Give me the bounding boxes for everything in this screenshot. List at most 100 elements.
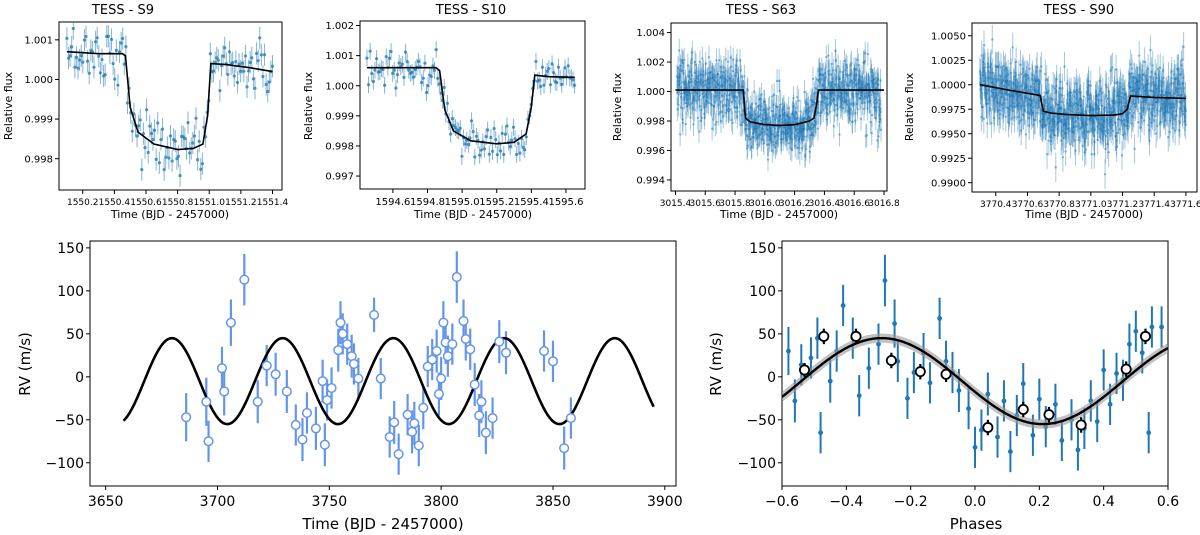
flux-point xyxy=(720,70,723,74)
flux-point xyxy=(811,133,815,137)
flux-point xyxy=(1134,77,1138,80)
flux-point xyxy=(262,53,267,57)
flux-point xyxy=(1111,66,1114,69)
flux-point xyxy=(1123,97,1126,100)
flux-point xyxy=(859,117,863,121)
flux-point xyxy=(778,119,781,122)
flux-point xyxy=(806,128,809,132)
flux-point xyxy=(999,91,1002,95)
flux-point xyxy=(997,78,1000,82)
flux-point xyxy=(678,79,681,82)
phase-point xyxy=(927,380,933,386)
x-tick-label: 3016.8 xyxy=(868,199,900,209)
flux-point xyxy=(524,135,528,139)
flux-point xyxy=(1032,106,1035,109)
flux-point xyxy=(1059,80,1062,84)
flux-point xyxy=(735,96,739,99)
flux-point xyxy=(122,62,126,66)
flux-point xyxy=(1101,91,1104,94)
flux-point xyxy=(744,118,747,122)
flux-point xyxy=(829,94,832,98)
y-tick-label: 0.998 xyxy=(636,117,665,128)
flux-point xyxy=(502,152,506,157)
flux-point xyxy=(731,121,734,125)
flux-point xyxy=(1148,75,1152,79)
flux-point xyxy=(1054,89,1058,93)
transit-model-line xyxy=(366,66,575,145)
flux-point xyxy=(734,110,737,114)
rv-point xyxy=(442,351,453,362)
flux-point xyxy=(1012,83,1016,86)
flux-point xyxy=(1157,85,1160,88)
flux-point xyxy=(683,96,686,99)
flux-point xyxy=(841,75,845,79)
flux-point xyxy=(1175,114,1178,117)
rv-model-curve xyxy=(122,336,655,426)
flux-point xyxy=(774,146,777,149)
flux-point xyxy=(745,100,748,103)
flux-point xyxy=(1089,84,1093,87)
flux-point xyxy=(849,108,852,111)
flux-point xyxy=(1113,121,1117,124)
flux-point xyxy=(706,80,709,83)
flux-point xyxy=(875,93,879,96)
flux-point xyxy=(679,86,683,89)
rv-point xyxy=(474,410,485,421)
flux-point xyxy=(170,159,174,163)
rv-point xyxy=(476,396,487,407)
flux-point xyxy=(716,95,719,98)
flux-point xyxy=(818,80,822,83)
flux-point xyxy=(1036,78,1039,82)
phase-point xyxy=(1107,401,1113,407)
flux-point xyxy=(1183,120,1186,123)
rv-point xyxy=(447,339,458,350)
flux-point xyxy=(713,100,716,104)
flux-point xyxy=(703,103,707,106)
panel-title: TESS - S63 xyxy=(725,3,796,18)
flux-point xyxy=(747,135,751,138)
flux-point xyxy=(1169,111,1172,114)
x-ticks: −0.6 −0.4 −0.2 0.0 0.2 0.4 0.6 xyxy=(765,486,1179,510)
flux-point xyxy=(1120,109,1123,112)
flux-point xyxy=(691,99,695,102)
flux-point xyxy=(1066,102,1069,105)
flux-point xyxy=(850,61,853,64)
y-tick-label: 0.996 xyxy=(636,146,665,157)
y-tick-label: 1.0000 xyxy=(931,80,966,91)
flux-point xyxy=(790,148,794,152)
flux-point xyxy=(1074,149,1077,152)
flux-point xyxy=(866,100,869,103)
flux-point xyxy=(733,106,736,109)
flux-point xyxy=(1087,130,1090,133)
flux-point xyxy=(746,89,749,92)
flux-point xyxy=(700,78,703,81)
flux-point xyxy=(983,80,986,83)
flux-point xyxy=(745,134,749,137)
flux-point xyxy=(1148,118,1152,121)
flux-point xyxy=(1056,117,1060,121)
flux-point xyxy=(394,86,398,90)
flux-point xyxy=(1085,123,1088,126)
flux-point xyxy=(827,84,831,87)
flux-point xyxy=(700,92,704,96)
flux-point xyxy=(729,56,732,59)
rv-point xyxy=(375,373,386,384)
flux-point xyxy=(1003,69,1006,72)
flux-point xyxy=(1030,113,1033,117)
flux-point xyxy=(1032,82,1035,86)
flux-point xyxy=(1020,118,1023,122)
y-tick-label: 1.001 xyxy=(325,51,354,62)
flux-point xyxy=(724,58,727,61)
flux-point xyxy=(1098,79,1101,83)
flux-point xyxy=(226,72,230,77)
flux-point xyxy=(540,65,545,69)
flux-point xyxy=(1039,124,1043,127)
flux-point xyxy=(1009,62,1012,65)
flux-point xyxy=(715,121,718,124)
flux-point xyxy=(1180,93,1183,96)
axes-frame xyxy=(359,20,586,190)
flux-point xyxy=(1043,108,1046,111)
flux-point xyxy=(702,90,706,94)
flux-point xyxy=(1087,79,1090,83)
flux-point xyxy=(987,77,991,80)
